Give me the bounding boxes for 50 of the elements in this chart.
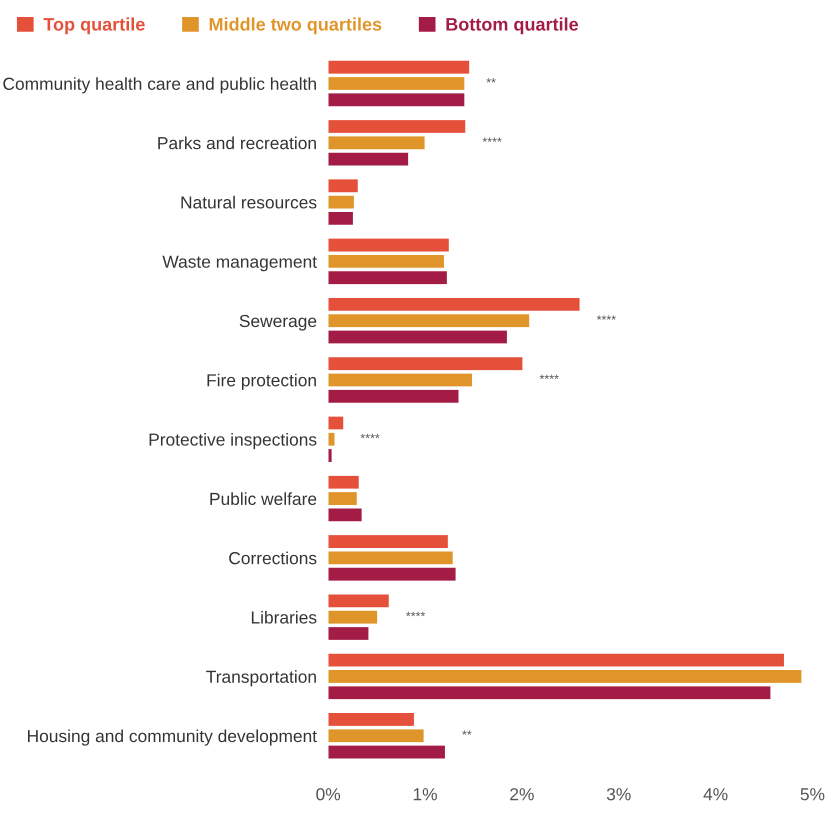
bar — [328, 594, 390, 608]
annotation: **** — [360, 434, 380, 438]
annotation: ** — [486, 78, 496, 83]
bar — [328, 448, 332, 463]
bar — [328, 60, 470, 74]
bar — [328, 744, 446, 760]
bar — [328, 152, 409, 166]
y-tick-label: Libraries — [252, 610, 316, 624]
annotation: ** — [462, 730, 472, 735]
bar — [328, 432, 336, 447]
legend-label: Bottom quartile — [446, 17, 578, 34]
bar — [328, 119, 466, 134]
y-tick-label: Community health care and public health — [3, 77, 316, 94]
bar — [328, 389, 460, 404]
y-tick-label: Housing and community development — [28, 729, 317, 746]
bar — [328, 475, 360, 490]
bar — [328, 178, 359, 194]
legend-label: Middle two quartiles — [210, 17, 382, 34]
y-tick-label: Natural resources — [181, 196, 316, 209]
bar — [328, 330, 508, 344]
y-tick-label: Fire protection — [208, 374, 316, 390]
y-tick-label: Parks and recreation — [158, 136, 316, 150]
annotation: **** — [596, 315, 616, 320]
annotation: **** — [540, 374, 559, 380]
y-tick-label: Waste management — [162, 256, 317, 272]
x-tick-label: 5% — [800, 788, 824, 800]
y-tick-label: Transportation — [206, 670, 316, 686]
bar — [328, 416, 344, 430]
bar — [328, 76, 466, 91]
annotation: **** — [482, 137, 502, 142]
bar — [328, 686, 772, 700]
bar — [328, 136, 426, 150]
legend-label: Top quartile — [44, 17, 145, 34]
bar — [328, 92, 466, 108]
y-tick-label: Public welfare — [210, 492, 316, 506]
bar — [328, 270, 448, 285]
y-tick-label: Protective inspections — [150, 432, 316, 450]
x-tick-label: 4% — [703, 788, 728, 800]
bar — [328, 297, 580, 312]
x-tick-label: 2% — [510, 788, 534, 800]
bar — [328, 712, 415, 727]
bar — [328, 313, 530, 328]
annotation: **** — [406, 612, 426, 616]
x-tick-label: 1% — [414, 788, 437, 800]
x-tick-label: 0% — [316, 788, 340, 800]
y-tick-label: Sewerage — [240, 314, 316, 331]
bar — [328, 566, 456, 582]
y-tick-label: Corrections — [229, 552, 316, 564]
bar — [328, 728, 424, 743]
x-tick-label: 3% — [606, 788, 631, 800]
